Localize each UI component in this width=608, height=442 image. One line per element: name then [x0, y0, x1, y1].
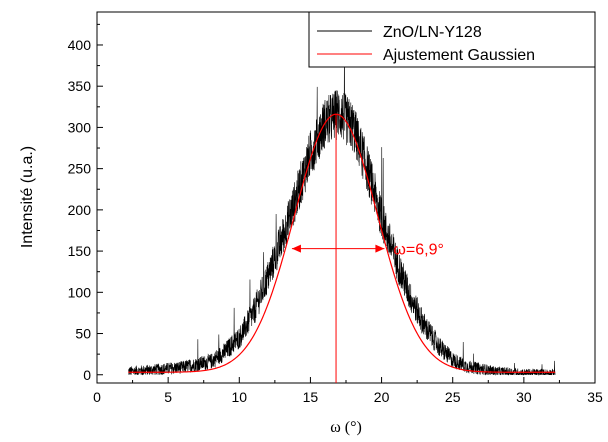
y-tick-label: 400: [68, 37, 92, 53]
x-tick-label: 30: [516, 389, 532, 405]
x-tick-label: 25: [445, 389, 461, 405]
plot-frame: [96, 11, 596, 384]
x-tick-label: 10: [231, 389, 247, 405]
y-tick-label: 200: [68, 202, 92, 218]
series-layer: [128, 35, 556, 376]
legend-box: [308, 11, 596, 68]
x-tick-label: 15: [303, 389, 319, 405]
y-axis-ticks: 0 50 100 150 200 250 300 350 400: [68, 23, 103, 383]
legend: ZnO/LN-Y128 Ajustement Gaussien: [308, 11, 596, 68]
y-tick-label: 0: [83, 367, 91, 383]
series-gaussian-line: [128, 113, 556, 373]
legend-label-zno: ZnO/LN-Y128: [383, 24, 482, 41]
y-tick-label: 100: [68, 284, 92, 300]
x-tick-label: 0: [93, 389, 101, 405]
fwhm-arrow-left-head: [291, 244, 301, 253]
annotation-layer: ω=6,9°: [291, 114, 444, 383]
y-tick-label: 150: [68, 243, 92, 259]
x-axis-label: ω (°): [330, 419, 362, 436]
fwhm-arrow-right-head: [375, 244, 385, 253]
y-tick-label: 250: [68, 161, 92, 177]
x-tick-label: 5: [164, 389, 172, 405]
fwhm-label: ω=6,9°: [393, 242, 443, 259]
y-axis-label: Intensité (u.a.): [19, 146, 36, 248]
y-tick-label: 300: [68, 119, 92, 135]
x-tick-label: 35: [587, 389, 603, 405]
legend-label-gaussian: Ajustement Gaussien: [383, 47, 535, 64]
series-zno-line: [128, 35, 556, 376]
y-tick-label: 50: [75, 326, 91, 342]
x-axis-ticks: 0 5 10 15 20 25 30 35: [93, 377, 603, 405]
x-tick-label: 20: [374, 389, 390, 405]
y-tick-label: 350: [68, 78, 92, 94]
